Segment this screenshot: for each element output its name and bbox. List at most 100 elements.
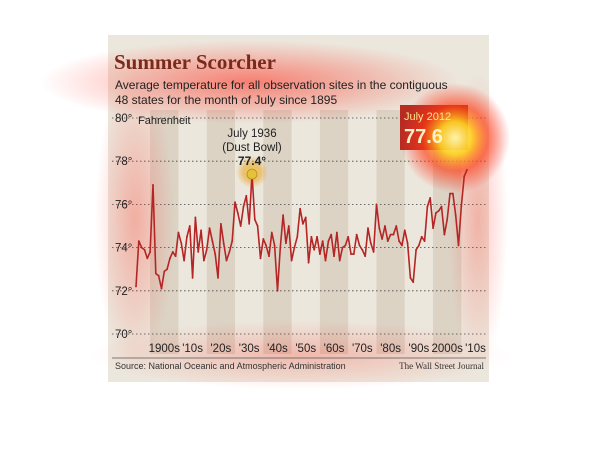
- decade-band-1960: [319, 110, 349, 354]
- data-point: [259, 257, 262, 260]
- data-point: [234, 201, 236, 204]
- data-point: [186, 235, 188, 238]
- x-tick-label: '10s: [465, 343, 486, 355]
- data-point: [316, 235, 318, 238]
- series-line-july-temperature: [135, 169, 468, 292]
- data-point: [276, 289, 279, 292]
- y-tick-label: 74°: [115, 243, 132, 255]
- data-point: [449, 192, 451, 195]
- data-point: [188, 225, 191, 227]
- annotation-2012-value: 77.6: [404, 126, 443, 148]
- data-point: [137, 240, 140, 243]
- data-point: [418, 244, 420, 247]
- x-tick-labels: 1900s '10s '20s '30s '40s '50s '60s '70s '80s '90…: [149, 343, 486, 355]
- x-tick-label: '10s: [182, 343, 203, 355]
- data-point: [296, 235, 299, 238]
- data-point: [398, 240, 401, 243]
- data-point: [429, 197, 432, 199]
- decade-band-1940: [263, 110, 292, 354]
- data-point: [341, 246, 344, 249]
- data-point: [401, 244, 403, 247]
- data-point: [358, 244, 361, 247]
- data-point: [205, 248, 208, 251]
- data-point: [347, 235, 350, 238]
- data-point: [307, 261, 310, 264]
- data-point: [242, 205, 245, 208]
- data-point: [183, 259, 185, 262]
- data-point: [392, 233, 395, 236]
- data-point: [154, 272, 157, 275]
- data-point: [451, 192, 454, 195]
- data-point: [409, 276, 412, 279]
- x-tick-label: 2000s: [432, 343, 464, 355]
- data-point: [443, 233, 446, 236]
- data-point: [228, 251, 231, 253]
- data-point: [420, 235, 423, 238]
- data-point: [350, 253, 352, 255]
- data-point: [149, 251, 152, 253]
- heat-glow-left: [95, 70, 175, 370]
- data-point: [384, 225, 386, 227]
- data-point: [279, 246, 282, 249]
- x-tick-label: '20s: [210, 343, 231, 355]
- heat-core-2012: [400, 83, 510, 193]
- data-point: [140, 246, 143, 249]
- heat-glow-bottom: [90, 320, 510, 390]
- data-point: [265, 244, 268, 247]
- data-point: [287, 225, 290, 227]
- data-point: [208, 227, 211, 230]
- data-point: [236, 212, 239, 214]
- data-point: [194, 216, 197, 219]
- decade-band-1980: [376, 110, 405, 354]
- data-point: [437, 209, 440, 212]
- data-point: [412, 281, 415, 284]
- data-point: [245, 194, 248, 197]
- data-point: [248, 222, 251, 225]
- y-tick-label: 70°: [115, 329, 132, 341]
- x-tick-label: '70s: [352, 343, 373, 355]
- data-point: [335, 231, 338, 234]
- data-point: [352, 253, 355, 255]
- annotation-1936-line2: (Dust Bowl): [222, 142, 282, 154]
- data-point: [406, 242, 409, 245]
- data-point: [403, 229, 406, 232]
- x-tick-label: '80s: [380, 343, 401, 355]
- data-point: [460, 205, 463, 208]
- y-tick-labels: 70° 72° 74° 76° 78° 80°: [115, 113, 132, 341]
- data-point: [381, 238, 384, 240]
- data-point: [166, 268, 169, 271]
- data-point: [214, 253, 217, 255]
- data-point: [200, 229, 202, 232]
- data-point: [355, 233, 358, 236]
- data-point: [152, 184, 154, 186]
- data-point: [434, 212, 437, 214]
- data-point: [375, 203, 378, 206]
- data-point: [174, 255, 177, 258]
- data-point: [157, 274, 160, 277]
- data-point: [273, 244, 276, 247]
- y-tick-label: 72°: [115, 286, 132, 298]
- data-point: [415, 248, 417, 251]
- data-point: [202, 259, 205, 262]
- data-point: [463, 175, 466, 178]
- x-tick-label: '60s: [324, 343, 345, 355]
- chart-subtitle-line1: Average temperature for all observation …: [115, 78, 448, 92]
- data-point: [143, 248, 146, 251]
- data-point: [466, 168, 468, 171]
- data-point: [222, 242, 225, 245]
- data-point: [423, 240, 426, 243]
- data-point: [395, 225, 398, 227]
- data-point: [361, 248, 364, 251]
- data-point: [169, 257, 171, 260]
- data-point: [318, 253, 321, 255]
- data-points: [135, 168, 468, 292]
- data-point: [304, 216, 307, 219]
- source-note: Source: National Oceanic and Atmospheric…: [115, 361, 346, 371]
- data-point: [344, 244, 347, 247]
- data-point: [268, 255, 270, 258]
- data-point: [338, 259, 341, 262]
- annotation-1936-line1: July 1936: [227, 128, 276, 140]
- data-point: [367, 227, 369, 230]
- data-point: [333, 255, 335, 258]
